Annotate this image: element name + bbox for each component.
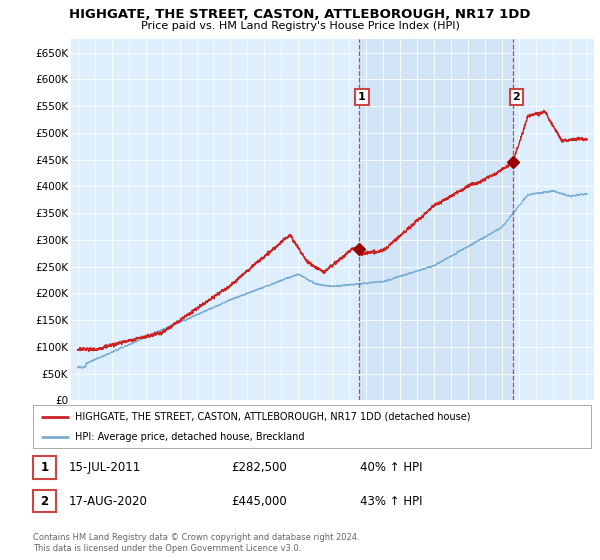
Text: HIGHGATE, THE STREET, CASTON, ATTLEBOROUGH, NR17 1DD: HIGHGATE, THE STREET, CASTON, ATTLEBOROU… <box>69 8 531 21</box>
Text: 2: 2 <box>40 494 49 508</box>
Text: 40% ↑ HPI: 40% ↑ HPI <box>360 461 422 474</box>
Text: 43% ↑ HPI: 43% ↑ HPI <box>360 494 422 508</box>
Text: 1: 1 <box>40 461 49 474</box>
Text: 17-AUG-2020: 17-AUG-2020 <box>69 494 148 508</box>
Text: HIGHGATE, THE STREET, CASTON, ATTLEBOROUGH, NR17 1DD (detached house): HIGHGATE, THE STREET, CASTON, ATTLEBOROU… <box>75 412 470 422</box>
Text: £282,500: £282,500 <box>231 461 287 474</box>
Text: Contains HM Land Registry data © Crown copyright and database right 2024.
This d: Contains HM Land Registry data © Crown c… <box>33 533 359 553</box>
Text: HPI: Average price, detached house, Breckland: HPI: Average price, detached house, Brec… <box>75 432 304 441</box>
Text: 2: 2 <box>512 92 520 102</box>
Bar <box>359 39 513 400</box>
Text: £445,000: £445,000 <box>231 494 287 508</box>
Text: Price paid vs. HM Land Registry's House Price Index (HPI): Price paid vs. HM Land Registry's House … <box>140 21 460 31</box>
Text: 1: 1 <box>358 92 366 102</box>
Text: 15-JUL-2011: 15-JUL-2011 <box>69 461 141 474</box>
